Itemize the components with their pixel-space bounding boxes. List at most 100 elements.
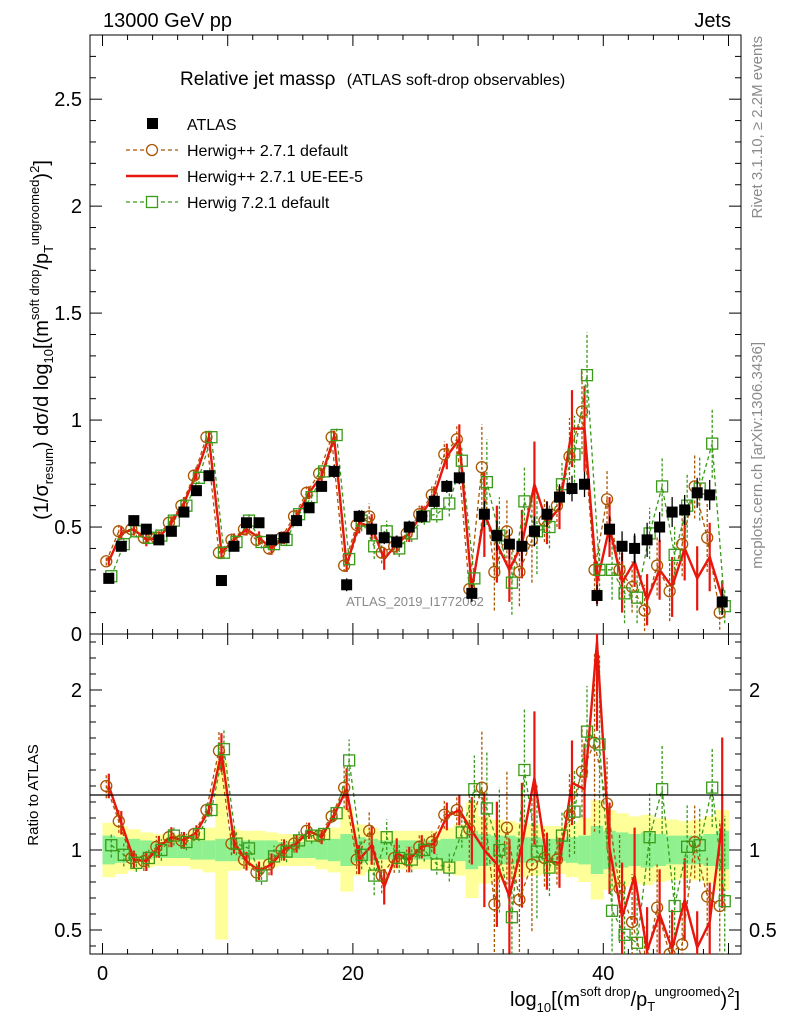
data-point-atlas bbox=[266, 534, 278, 546]
data-point-herwig7 bbox=[205, 431, 218, 444]
data-point-herwig-default bbox=[663, 585, 676, 598]
data-point-atlas bbox=[278, 532, 290, 544]
data-point-herwig7 bbox=[180, 835, 193, 849]
data-point-herwig7 bbox=[443, 861, 456, 874]
data-point-herwig7 bbox=[430, 508, 443, 521]
rivet-label: Rivet 3.1.10, ≥ 2.2M events bbox=[749, 36, 766, 219]
data-point-herwig7 bbox=[443, 497, 456, 510]
data-point-atlas bbox=[103, 572, 115, 584]
ratio-band-inner bbox=[665, 835, 679, 865]
data-point-atlas bbox=[215, 575, 227, 587]
data-point-atlas bbox=[691, 487, 703, 499]
ratio-band-inner bbox=[615, 832, 629, 868]
data-point-herwig7 bbox=[330, 428, 343, 442]
data-point-herwig7 bbox=[643, 831, 656, 844]
axis-ticks: 0 20 40 0 0.5 1 1.5 2 2.5 0.5 0.5 1 1 2 2 bbox=[54, 35, 777, 985]
data-point-atlas bbox=[378, 532, 390, 544]
data-point-herwig-default bbox=[425, 835, 438, 849]
data-point-herwig7 bbox=[242, 842, 256, 855]
ratio-band-inner bbox=[640, 832, 654, 868]
data-point-herwig-default bbox=[613, 882, 626, 895]
data-point-herwig-default bbox=[100, 555, 113, 568]
data-point-atlas bbox=[253, 517, 265, 529]
data-point-herwig-default bbox=[488, 565, 501, 579]
data-point-atlas bbox=[140, 523, 152, 535]
data-point-herwig-default bbox=[650, 559, 664, 572]
data-point-atlas bbox=[303, 502, 315, 514]
data-point-atlas bbox=[716, 596, 728, 608]
data-point-atlas bbox=[528, 525, 540, 537]
ratio-band-inner bbox=[202, 840, 216, 860]
ratio-y-axis-label: Ratio to ATLAS bbox=[25, 744, 42, 845]
data-point-herwig-default bbox=[475, 460, 489, 474]
data-point-herwig7 bbox=[393, 851, 406, 865]
legend: ATLAS Herwig++ 2.7.1 default Herwig++ 2.7.… bbox=[126, 117, 363, 212]
data-point-herwig7 bbox=[317, 827, 331, 841]
ratio-band-inner bbox=[315, 840, 329, 860]
data-point-herwig-default bbox=[337, 781, 351, 794]
ratio-y-tick-label: 1 bbox=[71, 840, 82, 862]
ratio-band-inner bbox=[252, 840, 266, 860]
data-point-herwig7 bbox=[505, 576, 519, 589]
data-point-herwig-default bbox=[475, 781, 489, 794]
data-point-herwig-default bbox=[575, 765, 589, 778]
ratio-y-tick-label-right: 0.5 bbox=[749, 920, 777, 942]
data-point-atlas bbox=[453, 472, 465, 484]
data-point-herwig7 bbox=[618, 928, 631, 941]
data-point-herwig7 bbox=[292, 834, 306, 847]
data-point-herwig7 bbox=[330, 807, 343, 820]
legend-label: Herwig++ 2.7.1 default bbox=[187, 143, 349, 160]
data-point-atlas bbox=[604, 523, 616, 535]
data-point-herwig-default bbox=[500, 821, 514, 834]
ratio-band-inner bbox=[190, 840, 204, 860]
data-point-atlas bbox=[466, 587, 478, 599]
data-point-herwig7 bbox=[630, 591, 644, 604]
data-point-herwig-default bbox=[600, 493, 614, 506]
data-point-herwig-default bbox=[575, 405, 589, 418]
data-point-herwig-default bbox=[650, 901, 664, 914]
data-point-herwig-default bbox=[550, 853, 564, 866]
data-point-herwig7 bbox=[405, 853, 418, 866]
header-left: 13000 GeV pp bbox=[103, 10, 232, 32]
data-point-atlas bbox=[178, 506, 190, 518]
data-point-herwig7 bbox=[455, 454, 468, 467]
data-point-herwig7 bbox=[555, 829, 569, 842]
chart-title: Relative jet massρ (ATLAS soft-drop obse… bbox=[180, 69, 565, 90]
ratio-plot-frame bbox=[89, 633, 742, 955]
data-point-herwig7 bbox=[368, 869, 381, 882]
data-point-herwig7 bbox=[230, 837, 243, 850]
data-point-herwig7 bbox=[105, 839, 118, 852]
legend-label: ATLAS bbox=[187, 117, 237, 134]
data-point-herwig7 bbox=[505, 911, 519, 924]
data-point-herwig7 bbox=[493, 843, 506, 857]
data-point-herwig7 bbox=[155, 843, 168, 857]
y-tick-label: 1.5 bbox=[54, 303, 82, 325]
data-point-herwig7 bbox=[568, 448, 581, 461]
data-point-herwig7 bbox=[668, 548, 681, 561]
data-point-herwig7 bbox=[605, 563, 619, 576]
ratio-band-inner bbox=[440, 838, 454, 862]
series-line-herwig7 bbox=[110, 730, 726, 944]
data-point-herwig7 bbox=[618, 587, 631, 600]
mcplots-label: mcplots.cern.ch [arXiv:1306.3436] bbox=[749, 342, 766, 569]
data-point-atlas bbox=[666, 506, 678, 518]
data-point-herwig7 bbox=[192, 827, 206, 841]
data-point-herwig-default bbox=[638, 604, 651, 617]
series-line-herwig7 bbox=[110, 374, 726, 607]
data-point-atlas bbox=[591, 589, 603, 601]
data-point-atlas bbox=[441, 480, 453, 492]
data-point-herwig-default bbox=[513, 893, 526, 906]
data-point-herwig7 bbox=[530, 845, 544, 858]
ratio-y-tick-label-right: 2 bbox=[749, 680, 760, 702]
data-point-atlas bbox=[115, 540, 127, 552]
data-point-atlas bbox=[553, 491, 565, 503]
data-point-herwig-default bbox=[438, 448, 451, 461]
y-tick-label: 2 bbox=[71, 196, 82, 218]
data-point-atlas bbox=[128, 515, 140, 527]
data-point-herwig7 bbox=[580, 368, 594, 382]
data-point-herwig-default bbox=[701, 890, 714, 903]
data-point-herwig7 bbox=[267, 850, 281, 863]
data-point-herwig7 bbox=[593, 738, 606, 751]
chart-title-main: Relative jet massρ bbox=[180, 69, 336, 90]
data-point-herwig7 bbox=[342, 754, 356, 767]
